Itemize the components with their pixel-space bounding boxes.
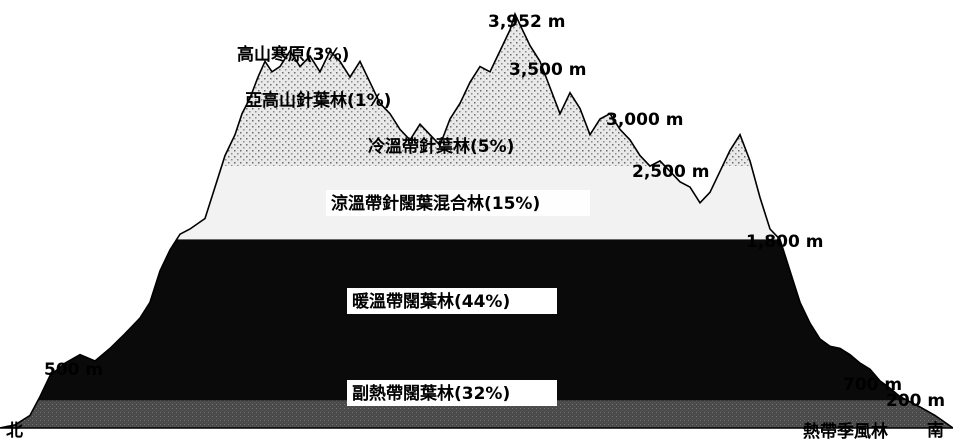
elevation-label-500: 500 m: [44, 360, 103, 380]
elevation-label-700: 700 m: [843, 375, 902, 395]
zone-label-subtropical-broadleaf: 副熱帶闊葉林(32%): [352, 383, 510, 404]
band-dark: [0, 239, 953, 401]
zone-label-warm-temperate-broadleaf: 暖溫帶闊葉林(44%): [352, 291, 510, 312]
elevation-label-3000: 3,000 m: [606, 110, 683, 130]
direction-label-north: 北: [6, 421, 23, 441]
elevation-label-3952: 3,952 m: [488, 12, 565, 32]
direction-label-south: 南: [927, 420, 944, 441]
terrain-outline: [0, 11, 953, 429]
zone-label-alpine-tundra: 高山寒原(3%): [237, 44, 349, 65]
elevation-label-3500: 3,500 m: [509, 60, 586, 80]
zone-label-box-warm-temperate: [347, 288, 557, 314]
zone-label-tropical-monsoon: 熱帶季風林: [803, 421, 888, 442]
zone-label-cool-temperate-mixed: 涼溫帶針闊葉混合林(15%): [331, 193, 540, 214]
zone-label-box-subtropical: [347, 380, 557, 406]
zone-label-box-mixed-forest: [326, 190, 590, 216]
elevation-label-200: 200 m: [886, 391, 945, 411]
elevation-label-2500: 2,500 m: [632, 162, 709, 182]
elevation-label-1800: 1,800 m: [746, 232, 823, 252]
zone-label-subalpine-conifer: 亞高山針葉林(1%): [245, 90, 391, 111]
zone-label-cold-temperate-conifer: 冷溫帶針葉林(5%): [368, 136, 514, 157]
